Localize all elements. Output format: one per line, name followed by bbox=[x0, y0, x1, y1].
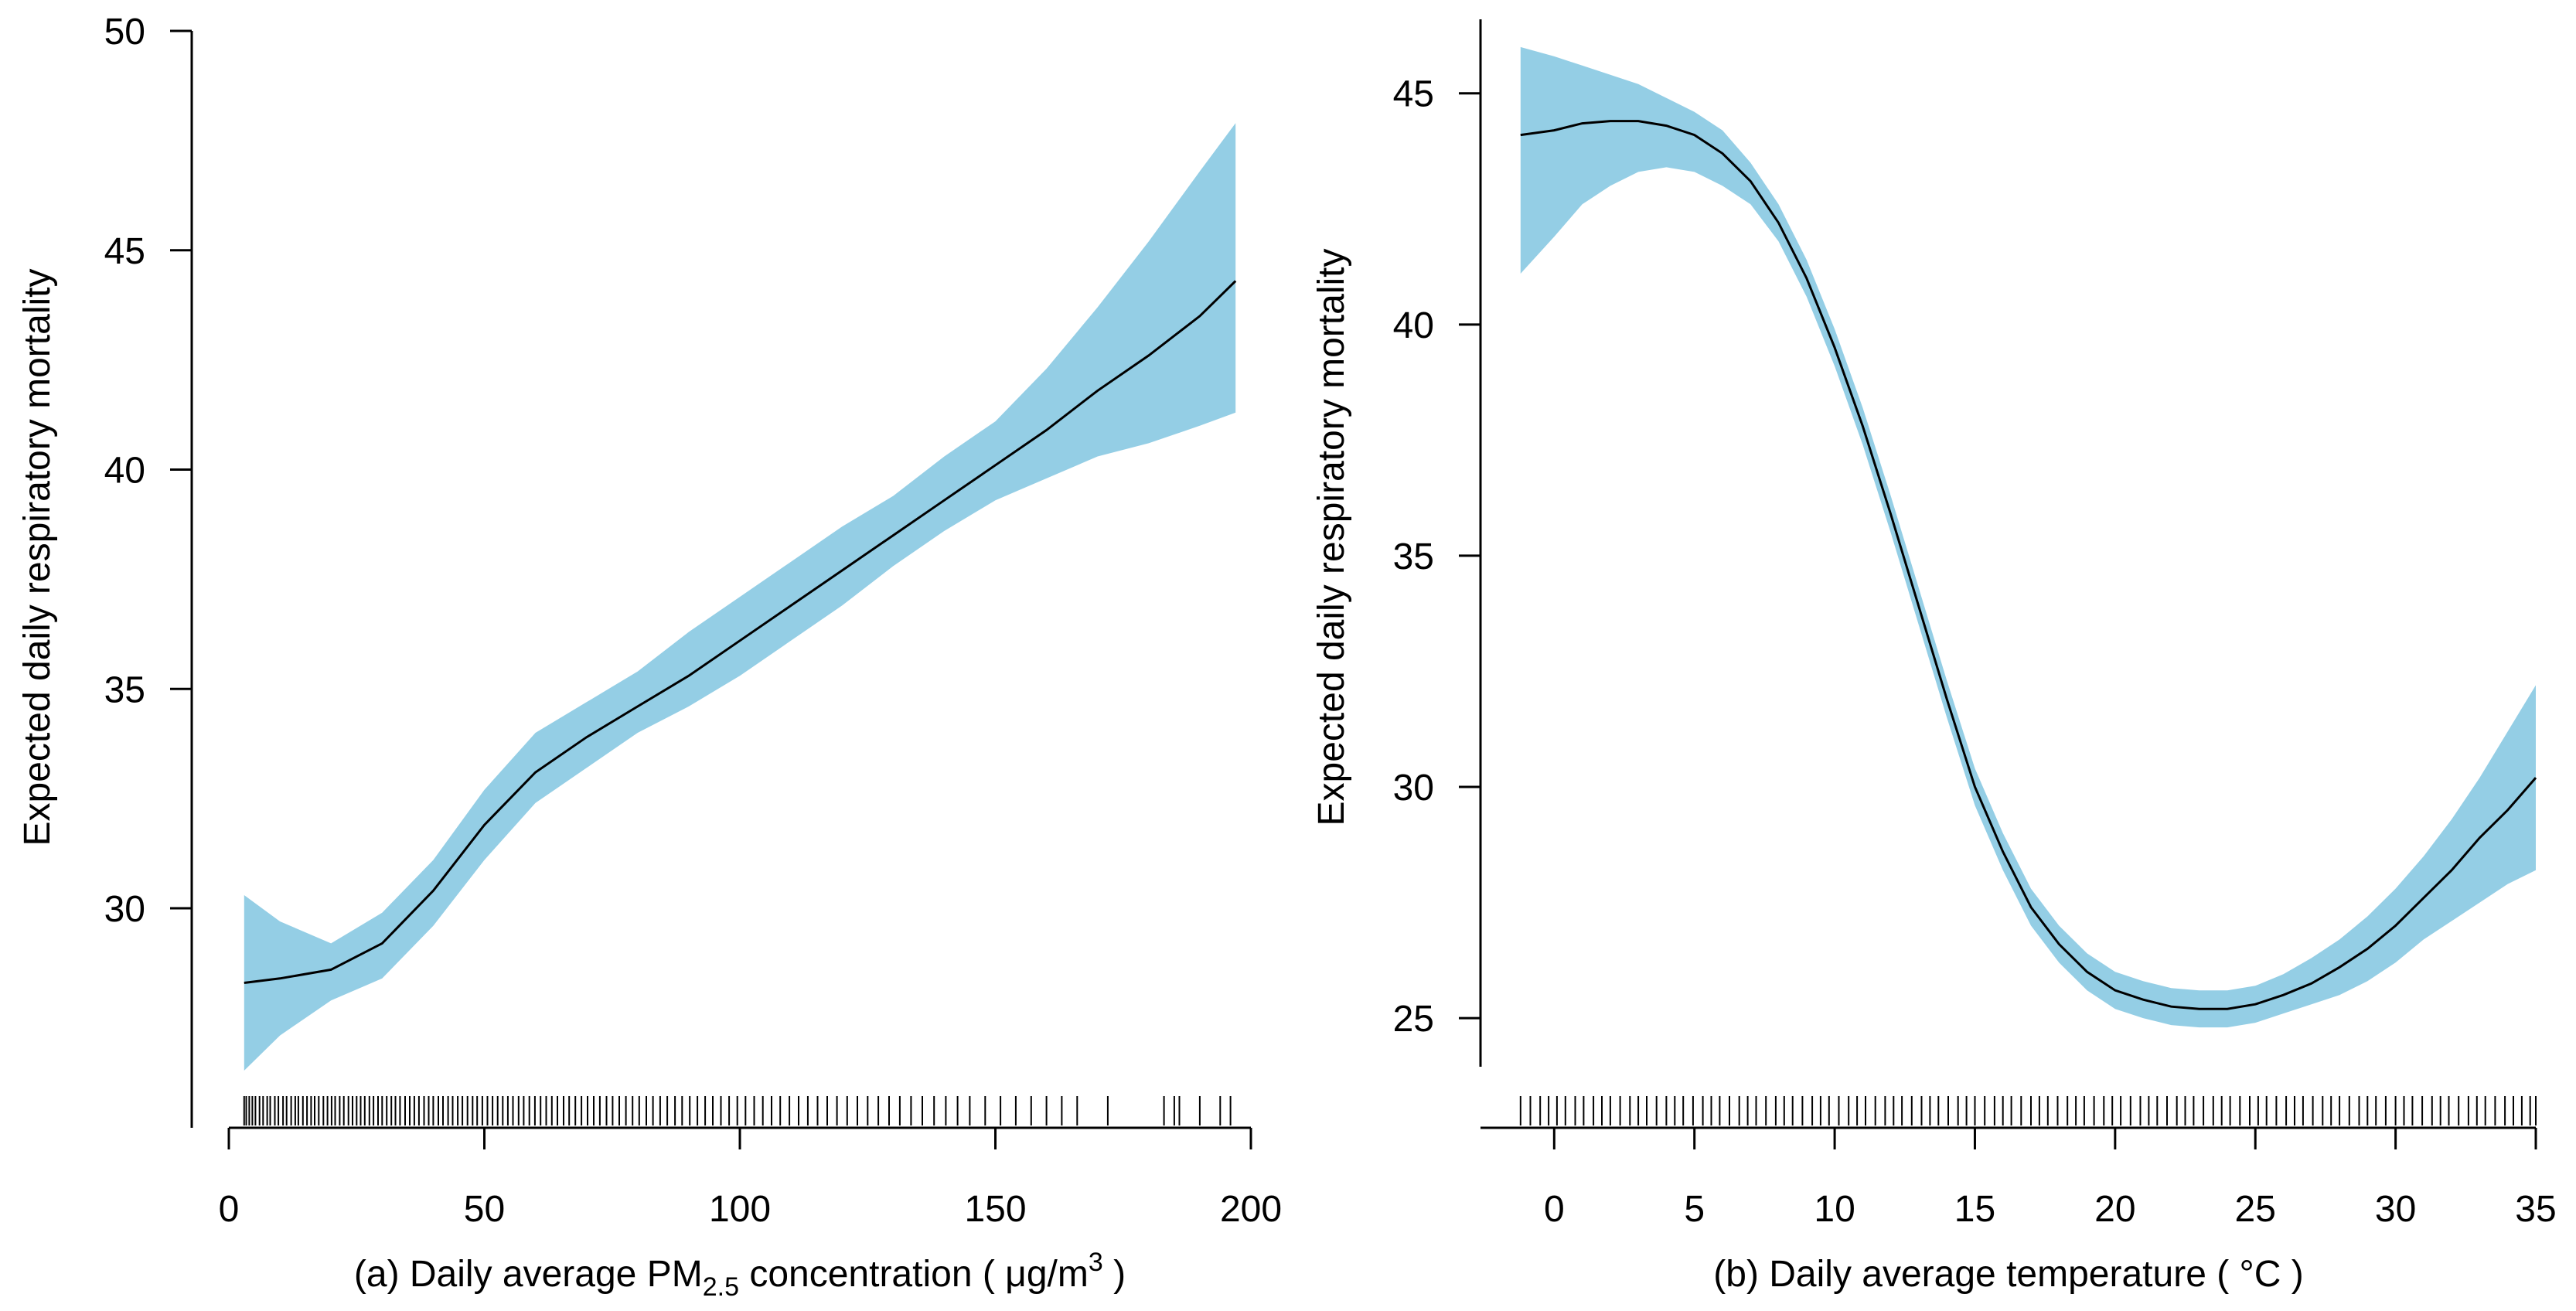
x-tick-label: 10 bbox=[1814, 1189, 1855, 1230]
panel-a-pm25: 0 50 100 150 200 30 35 40 45 50 Expected daily res… bbox=[17, 12, 1282, 1302]
fit-line-a bbox=[244, 280, 1237, 984]
x-tick-label: 30 bbox=[2375, 1189, 2416, 1230]
confidence-band-b bbox=[1520, 46, 2536, 1028]
x-tick-label: 150 bbox=[964, 1189, 1026, 1230]
y-axis-title-a: Expected daily respiratory mortality bbox=[17, 269, 58, 846]
confidence-band-a bbox=[244, 123, 1236, 1071]
rug-b bbox=[1519, 1096, 2537, 1125]
x-axis-title-a: (a) Daily average PM2.5 concentration ( … bbox=[354, 1248, 1126, 1302]
y-tick-label: 30 bbox=[1393, 768, 1434, 809]
x-tick-label: 0 bbox=[219, 1189, 240, 1230]
x-tick-label: 35 bbox=[2515, 1189, 2556, 1230]
x-tick-label: 100 bbox=[709, 1189, 771, 1230]
x-tick-label: 50 bbox=[464, 1189, 505, 1230]
y-tick-label: 45 bbox=[1393, 74, 1434, 115]
x-tick-label: 25 bbox=[2235, 1189, 2276, 1230]
y-tick-label: 30 bbox=[104, 889, 145, 930]
x-axis-title-part: 2.5 bbox=[703, 1272, 739, 1302]
x-tick-label: 0 bbox=[1544, 1189, 1565, 1230]
x-tick-label: 5 bbox=[1684, 1189, 1705, 1230]
y-axis-title-b: Expected daily respiratory mortality bbox=[1311, 249, 1352, 826]
y-tick-label: 40 bbox=[1393, 305, 1434, 346]
x-axis-title-part: concentration ( μg/m bbox=[739, 1254, 1089, 1295]
x-tick-label: 200 bbox=[1220, 1189, 1282, 1230]
x-axis-title-part: 3 bbox=[1089, 1248, 1103, 1277]
rug-a bbox=[243, 1096, 1232, 1125]
panel-b-temperature: 0 5 10 15 20 25 30 35 25 30 35 40 45 Expected daily r… bbox=[1311, 19, 2557, 1295]
y-tick-label: 35 bbox=[104, 669, 145, 710]
y-tick-label: 40 bbox=[104, 451, 145, 492]
y-tick-label: 25 bbox=[1393, 999, 1434, 1040]
x-axis-title-part: (a) Daily average PM bbox=[354, 1254, 703, 1295]
y-tick-label: 45 bbox=[104, 231, 145, 272]
x-axis-title-b: (b) Daily average temperature ( °C ) bbox=[1713, 1254, 2303, 1295]
x-tick-label: 20 bbox=[2094, 1189, 2135, 1230]
y-tick-label: 50 bbox=[104, 12, 145, 53]
x-axis-title-part: ) bbox=[1103, 1254, 1126, 1295]
fit-line-b bbox=[1520, 120, 2537, 1010]
x-tick-label: 15 bbox=[1954, 1189, 1995, 1230]
y-tick-label: 35 bbox=[1393, 536, 1434, 577]
